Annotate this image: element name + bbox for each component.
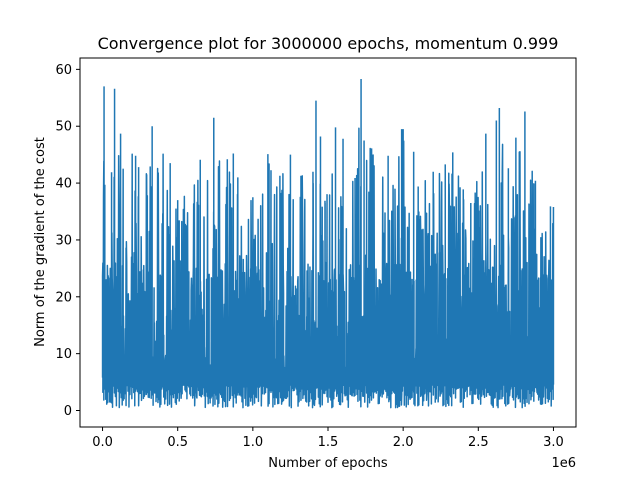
y-tick-label: 10 (55, 347, 72, 362)
x-tick-label: 2.5 (468, 435, 489, 450)
x-axis-label: Number of epochs (268, 456, 388, 471)
y-axis-label: Norm of the gradient of the cost (33, 137, 48, 347)
x-tick-label: 2.0 (393, 435, 414, 450)
y-tick-label: 0 (64, 404, 72, 419)
y-tick-label: 30 (55, 233, 72, 248)
x-axis: 0.0 0.5 1.0 1.5 2.0 2.5 3.0 (92, 427, 564, 450)
series-line-gradient-norm (101, 79, 555, 409)
y-tick-label: 20 (55, 290, 72, 305)
y-axis: 0 10 20 30 40 50 60 (55, 63, 80, 419)
y-tick-label: 40 (55, 177, 72, 192)
chart-title: Convergence plot for 3000000 epochs, mom… (98, 34, 559, 53)
x-tick-label: 0.5 (167, 435, 188, 450)
x-tick-label: 0.0 (92, 435, 113, 450)
x-tick-label: 3.0 (543, 435, 564, 450)
y-tick-label: 50 (55, 120, 72, 135)
x-tick-label: 1.0 (243, 435, 264, 450)
plot-area (101, 79, 555, 409)
y-tick-label: 60 (55, 63, 72, 78)
x-tick-label: 1.5 (318, 435, 339, 450)
x-axis-offset-label: 1e6 (551, 456, 576, 471)
